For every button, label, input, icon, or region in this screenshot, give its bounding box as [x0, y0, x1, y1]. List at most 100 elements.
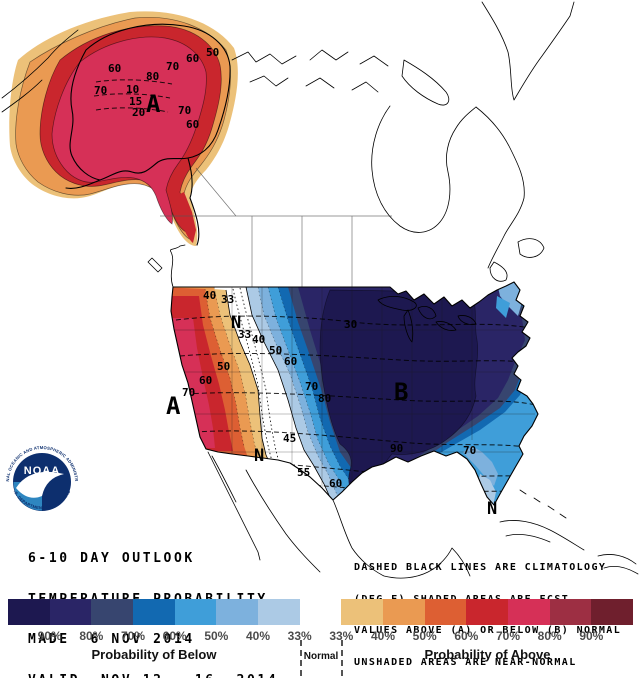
- map-region-label-B: B: [394, 378, 408, 406]
- legend-segment-below-80: [49, 599, 92, 625]
- map-region-label-N: N: [254, 446, 264, 466]
- legend-segment-below-70: [91, 599, 134, 625]
- baffin-island: [401, 59, 450, 106]
- map-contour-label: 90: [390, 442, 403, 455]
- note-line-4: UNSHADED AREAS ARE NEAR-NORMAL: [354, 656, 577, 668]
- normal-dash-right: [341, 640, 343, 676]
- map-contour-label: 60: [186, 118, 199, 131]
- map-region-label-N: N: [231, 313, 241, 333]
- map-contour-label: 45: [283, 432, 296, 445]
- legend-segment-below-90: [8, 599, 50, 625]
- cuba: [499, 520, 585, 551]
- legend-segment-above-33: [341, 599, 384, 625]
- legend-segment-below-60: [133, 599, 175, 625]
- above-50-contour: [204, 288, 245, 447]
- legend-segment-above-70: [508, 599, 550, 625]
- below-caption: Probability of Below: [91, 647, 217, 662]
- bc-coastline: [147, 244, 186, 288]
- map-contour-label: 33: [238, 328, 251, 341]
- legend-segment-above-50: [424, 599, 467, 625]
- siberia-coastline: [1, 29, 79, 113]
- near-normal-dotted-1: [232, 288, 275, 469]
- map-contour-label: 60: [186, 52, 199, 65]
- legend-tick-label: 40%: [370, 629, 396, 643]
- map-contour-label: 70: [94, 84, 107, 97]
- colorbar-tick-labels: 90% 80% 70% 60% 50% 40% 33% 33% 40% 50% 60% 70% 80% 9…: [8, 629, 633, 643]
- map-contour-label: 40: [252, 333, 265, 346]
- florida-tip-band: [478, 474, 496, 505]
- map-contour-label: 10: [126, 83, 139, 96]
- above-caption: Probability of Above: [424, 647, 551, 662]
- coastlines: [1, 1, 639, 579]
- baja-peninsula: [207, 451, 321, 573]
- normal-caption: Normal: [303, 651, 339, 662]
- legend-tick-label: 40%: [245, 629, 271, 643]
- state-borders: [172, 287, 538, 500]
- hispaniola: [597, 554, 639, 575]
- legend-segment-above-60: [466, 599, 509, 625]
- great-lakes: [377, 296, 477, 343]
- logo-noaa-text: NOAA: [24, 465, 60, 477]
- map-region-label-A: A: [166, 392, 181, 420]
- below-40-contour: [257, 286, 339, 498]
- bahamas: [519, 489, 567, 519]
- above-33-contour: [225, 289, 273, 469]
- legend-segment-above-90: [591, 599, 634, 625]
- map-contour-label: 60: [199, 374, 212, 387]
- near-normal-dotted-2: [239, 287, 283, 473]
- hudson-bay-coastline: [371, 105, 477, 233]
- probability-colorbar: [8, 599, 634, 625]
- newfoundland: [489, 238, 545, 282]
- province-borders: [160, 167, 392, 287]
- labrador-coastline: [475, 106, 525, 269]
- map-contour-label: 60: [284, 355, 297, 368]
- alaska-panhandle-band: [176, 192, 196, 243]
- legend-tick-label: 70%: [495, 629, 521, 643]
- normal-dash-left: [300, 640, 302, 676]
- map-contour-label: 70: [182, 386, 195, 399]
- legend-segment-above-80: [549, 599, 592, 625]
- map-contour-label: 50: [269, 344, 282, 357]
- southeast-coast-fringe: [457, 390, 536, 505]
- legend-segment-below-33: [258, 599, 300, 625]
- legend-segment-normal: [299, 599, 342, 625]
- map-contour-label: 50: [217, 360, 230, 373]
- maine-light-band: [498, 282, 524, 316]
- note-line-3: VALUES ABOVE (A) OR BELOW (B) NORMAL: [354, 625, 622, 636]
- map-region-label-N: N: [487, 499, 497, 519]
- above-40-contour: [213, 286, 259, 459]
- map-contour-label: 70: [305, 380, 318, 393]
- map-contour-label: 70: [463, 444, 476, 457]
- map-contour-label: 40: [203, 289, 216, 302]
- florida-mid-band: [463, 446, 498, 486]
- legend-tick-label: 50%: [412, 629, 437, 643]
- arctic-islands: [231, 49, 389, 93]
- legend-segment-below-40: [216, 599, 259, 625]
- greenland-coastline: [481, 1, 575, 101]
- map-contour-label: 80: [146, 70, 159, 83]
- title-line-1: 6-10 DAY OUTLOOK: [28, 551, 195, 566]
- title-line-3: MADE 6 NOV 2014: [28, 632, 195, 647]
- legend-tick-label: 80%: [537, 629, 562, 643]
- map-contour-label: 20: [132, 106, 145, 119]
- legend-tick-label: 50%: [204, 629, 229, 643]
- map-contour-label: 60: [329, 477, 342, 490]
- legend-tick-label: 60%: [454, 629, 479, 643]
- map-contour-label: 60: [108, 62, 121, 75]
- legend-tick-label: 90%: [579, 629, 604, 643]
- legend-tick-label: 70%: [120, 629, 146, 643]
- map-region-label-A: A: [146, 90, 161, 118]
- legend-tick-label: 33%: [287, 629, 312, 643]
- maine-bright-band: [496, 296, 510, 318]
- map-contour-label: 33: [221, 293, 234, 306]
- map-contour-label: 30: [344, 318, 357, 331]
- seagull-icon: [16, 471, 64, 498]
- note-line-1: DASHED BLACK LINES ARE CLIMATOLOGY: [354, 562, 607, 573]
- mexico-gulf-coast: [332, 499, 471, 579]
- map-contour-label: 70: [178, 104, 191, 117]
- legend-tick-label: 33%: [329, 629, 354, 643]
- alaska-70-core: [51, 36, 207, 225]
